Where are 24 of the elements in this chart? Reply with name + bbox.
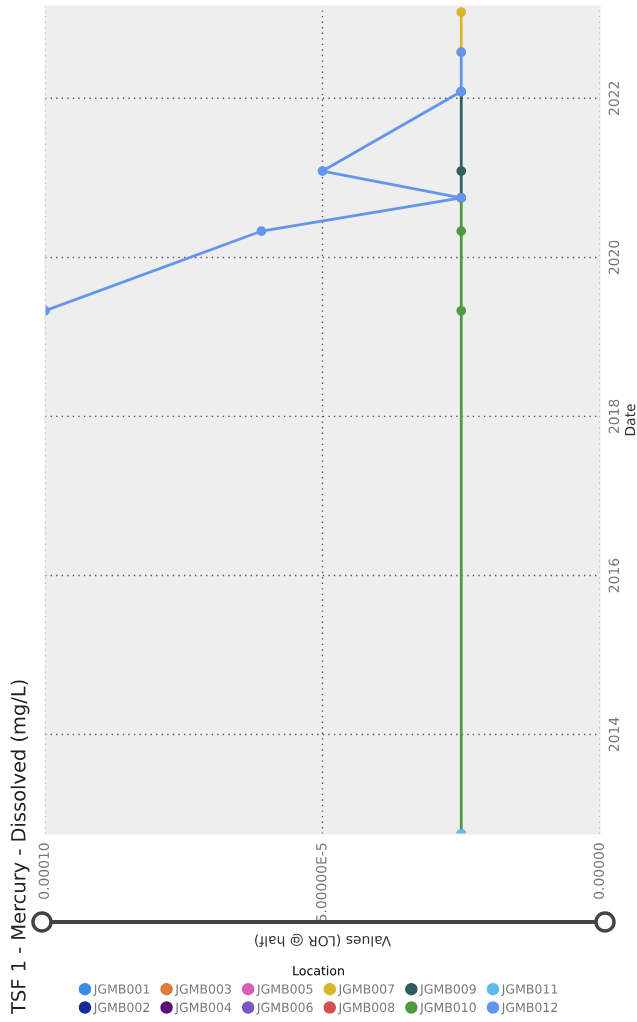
y-tick-label: 2022 (608, 82, 620, 115)
x-tick-label: 0.00010 (38, 843, 50, 899)
y-tick-label: 2018 (608, 399, 620, 434)
y-tick-label: 2016 (608, 558, 620, 593)
x-tick-label: 0.00000 (593, 843, 605, 899)
text: TSF 1 - Mercury - Dissolved (mg/L) (10, 680, 30, 1015)
legend-label: JGMB010 (419, 1002, 476, 1015)
legend-label: JGMB005 (256, 984, 313, 997)
legend-label: JGMB003 (174, 984, 231, 997)
y-tick-label: 2014 (608, 717, 620, 752)
legend-label: JGMB009 (419, 984, 476, 997)
legend-label: JGMB007 (337, 984, 395, 997)
legend-title: Location (293, 965, 344, 976)
legend-label: JGMB004 (174, 1002, 232, 1015)
legend-label: JGMB008 (337, 1002, 395, 1015)
y-tick-label: 2020 (608, 240, 620, 275)
legend-label: JGMB001 (93, 984, 150, 997)
legend-label: JGMB006 (256, 1002, 313, 1015)
y-axis-title: Date (624, 404, 636, 436)
legend-label: JGMB002 (93, 1002, 150, 1015)
x-axis-title: Values (LOR @ half) (255, 933, 391, 947)
legend-label: JGMB011 (501, 984, 558, 997)
x-tick-label: 5.00000E-5 (316, 843, 327, 922)
legend-label: JGMB012 (501, 1002, 558, 1015)
